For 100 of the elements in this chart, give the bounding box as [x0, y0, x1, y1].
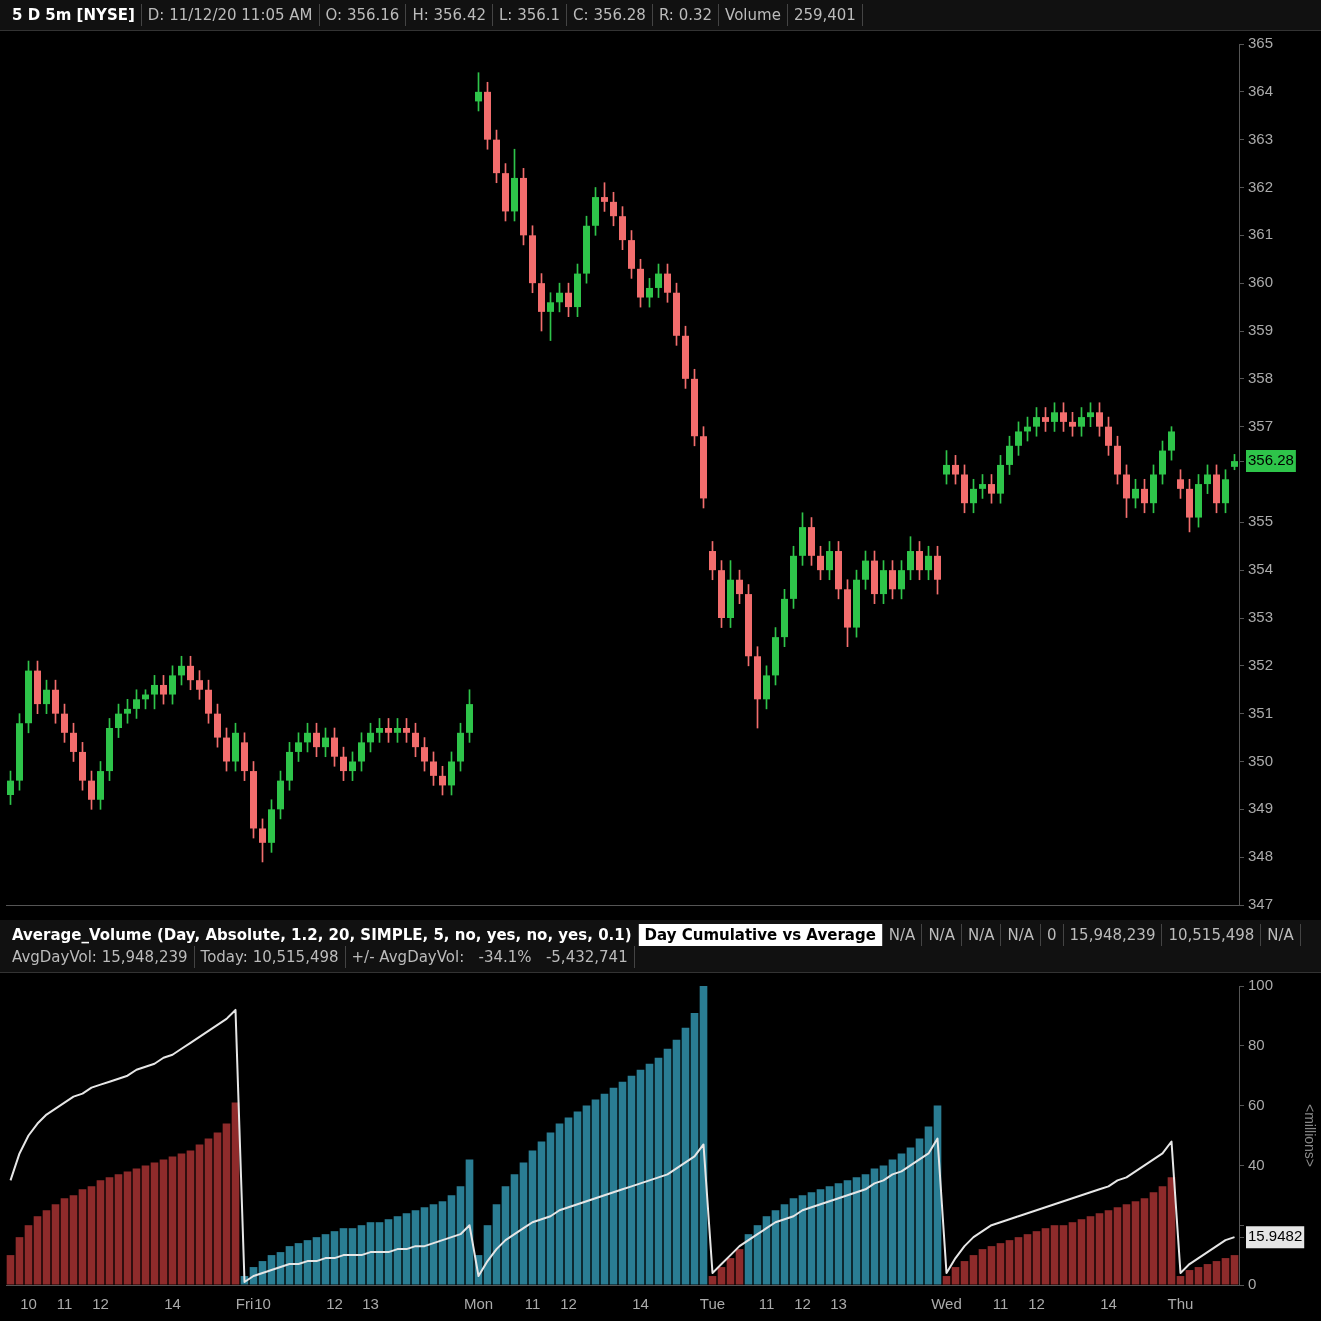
bar [1068, 1222, 1077, 1285]
x-tick-label: Wed [931, 1295, 962, 1313]
bar [96, 1180, 105, 1285]
y-tick-label: 361 [1248, 225, 1274, 243]
bar [402, 1213, 411, 1285]
bar [519, 1162, 528, 1285]
y-tick-label: 358 [1248, 368, 1274, 386]
text: Volume [719, 4, 788, 26]
bar [150, 1162, 159, 1285]
chart-title: 5 D 5m [NYSE] [6, 4, 142, 26]
y-tick-label: 349 [1248, 799, 1274, 817]
bar [114, 1174, 123, 1285]
bar [726, 1258, 735, 1285]
y-tick-label: 355 [1248, 512, 1274, 530]
bar [654, 1057, 663, 1285]
bar [132, 1168, 141, 1285]
bar [591, 1099, 600, 1285]
bar [1158, 1186, 1167, 1285]
bar [735, 1249, 744, 1285]
bar [879, 1165, 888, 1285]
bar [627, 1075, 636, 1285]
text: 259,401 [787, 4, 863, 26]
bar [429, 1204, 438, 1285]
y-tick-label: 347 [1248, 895, 1274, 913]
bar [366, 1222, 375, 1285]
text: D: 11/12/20 11:05 AM [141, 4, 320, 26]
bar [186, 1150, 195, 1285]
x-tick-label: Fri [235, 1295, 254, 1313]
x-tick-label: 14 [164, 1295, 181, 1313]
y-axis-title: <millions> [1301, 1103, 1318, 1168]
bar [1122, 1204, 1131, 1285]
bar [987, 1246, 996, 1285]
x-tick-label: Tue [699, 1295, 726, 1313]
y-tick-label: 356.28 [1248, 451, 1294, 469]
bar [78, 1189, 87, 1285]
bar [888, 1159, 897, 1285]
text: H: 356.42 [406, 4, 493, 26]
text: N/A [961, 924, 1002, 946]
bar [24, 1225, 33, 1285]
x-tick-label: 14 [1100, 1295, 1117, 1313]
bar [231, 1102, 240, 1285]
bar [411, 1210, 420, 1285]
bar [6, 1255, 15, 1285]
bar [456, 1186, 465, 1285]
text: L: 356.1 [492, 4, 568, 26]
text: Today: 10,515,498 [194, 946, 346, 968]
bar [600, 1093, 609, 1285]
bar [1113, 1207, 1122, 1285]
y-tick-label: 353 [1248, 608, 1274, 626]
x-tick-label: 10 [20, 1295, 37, 1313]
bar [843, 1180, 852, 1285]
y-tick-label: 365 [1248, 34, 1274, 52]
bar [1059, 1225, 1068, 1285]
bar [573, 1111, 582, 1285]
y-tick-label: 60 [1248, 1095, 1265, 1113]
y-tick-label: 100 [1248, 976, 1274, 994]
bar [1095, 1213, 1104, 1285]
bar [1086, 1216, 1095, 1285]
bar [384, 1219, 393, 1285]
bar [1149, 1192, 1158, 1285]
bar [195, 1144, 204, 1285]
text: 10,515,498 [1162, 924, 1262, 946]
bar [1032, 1231, 1041, 1285]
bar [852, 1177, 861, 1285]
bar [816, 1189, 825, 1285]
bar [1023, 1234, 1032, 1285]
bar [510, 1174, 519, 1285]
bar [420, 1207, 429, 1285]
bar [771, 1210, 780, 1285]
bar [1005, 1240, 1014, 1285]
bar [537, 1141, 546, 1285]
text: N/A [1001, 924, 1042, 946]
bar [834, 1183, 843, 1285]
x-tick-label: 12 [1028, 1295, 1045, 1313]
x-tick-label: 12 [92, 1295, 109, 1313]
bar [33, 1216, 42, 1285]
text: AvgDayVol: 15,948,239 [6, 946, 195, 968]
bar [924, 1126, 933, 1285]
text: 0 [1041, 924, 1064, 946]
y-tick-label: 40 [1248, 1155, 1265, 1173]
bar [42, 1210, 51, 1285]
bar [825, 1186, 834, 1285]
bar [645, 1063, 654, 1285]
text: R: 0.32 [652, 4, 720, 26]
bar [780, 1204, 789, 1285]
y-tick-label: 363 [1248, 129, 1274, 147]
y-tick-label: 362 [1248, 177, 1274, 195]
x-tick-label: 12 [326, 1295, 343, 1313]
bar [555, 1123, 564, 1285]
bar [60, 1198, 69, 1285]
bar [393, 1216, 402, 1285]
x-tick-label: 14 [632, 1295, 649, 1313]
bar [906, 1147, 915, 1285]
text: N/A [882, 924, 923, 946]
x-tick-label: 10 [254, 1295, 271, 1313]
x-tick-label: 13 [362, 1295, 379, 1313]
bar [798, 1195, 807, 1285]
bar [222, 1123, 231, 1285]
bar [861, 1174, 870, 1285]
chart-subtitle: Day Cumulative vs Average [638, 924, 883, 946]
